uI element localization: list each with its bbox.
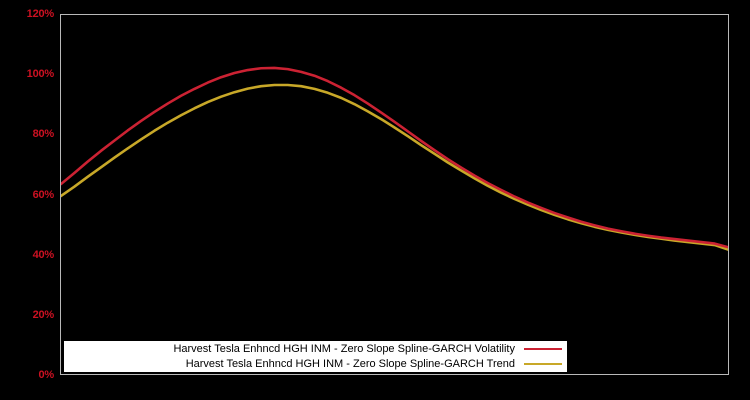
legend-label: Harvest Tesla Enhncd HGH INM - Zero Slop… (185, 358, 515, 370)
y-tick-label: 60% (32, 188, 55, 201)
legend-item-volatility: Harvest Tesla Enhncd HGH INM - Zero Slop… (64, 342, 567, 357)
legend-swatch-volatility (524, 348, 562, 350)
legend-swatch-trend (524, 363, 562, 365)
legend-item-trend: Harvest Tesla Enhncd HGH INM - Zero Slop… (64, 357, 567, 372)
series-line-volatility (61, 66, 728, 249)
y-tick-label: 20% (32, 308, 55, 321)
y-tick-label: 40% (32, 248, 55, 261)
y-axis: 120% 100% 80% 60% 40% 20% 0% (0, 0, 60, 400)
plot-svg (61, 66, 728, 251)
y-tick-label: 100% (26, 68, 55, 81)
legend: Harvest Tesla Enhncd HGH INM - Zero Slop… (63, 340, 568, 373)
y-tick-label: 120% (26, 8, 55, 20)
legend-label: Harvest Tesla Enhncd HGH INM - Zero Slop… (173, 343, 515, 355)
series-line-trend (61, 83, 728, 251)
y-tick-label: 80% (32, 128, 55, 141)
plot-area (60, 14, 729, 375)
y-tick-label: 0% (38, 369, 55, 381)
